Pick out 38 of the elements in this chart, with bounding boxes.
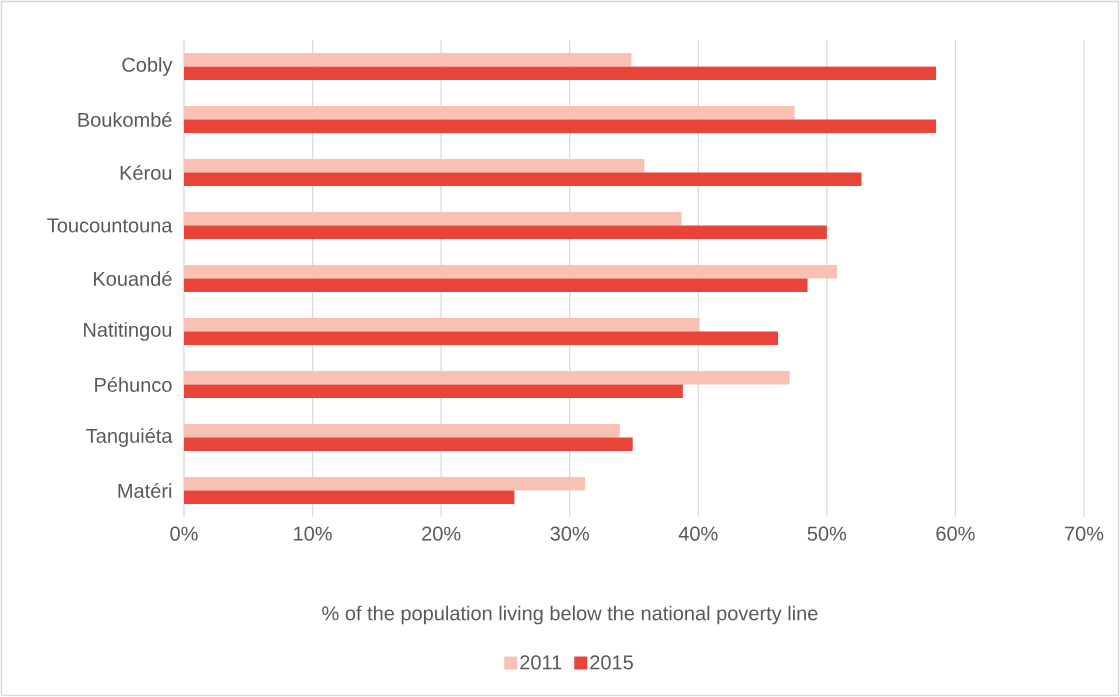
bar bbox=[184, 318, 700, 332]
bar bbox=[184, 437, 633, 452]
x-tick-label: 60% bbox=[936, 526, 975, 541]
y-tick-label: Cobly bbox=[122, 57, 173, 76]
bar bbox=[184, 172, 862, 187]
x-tick-label: 40% bbox=[678, 526, 718, 541]
y-tick-label: Toucountouna bbox=[47, 218, 173, 233]
bar bbox=[184, 53, 632, 67]
x-tick-label: 70% bbox=[1065, 526, 1104, 541]
bar bbox=[184, 225, 827, 239]
y-tick-label: Tanguiéta bbox=[86, 428, 173, 447]
bar bbox=[184, 265, 838, 279]
y-tick-label: Péhunco bbox=[95, 377, 172, 392]
x-tick-label: 20% bbox=[422, 526, 461, 541]
y-tick-label: Kouandé bbox=[94, 271, 172, 286]
bar bbox=[184, 371, 790, 385]
bar bbox=[184, 106, 795, 120]
bar bbox=[184, 119, 937, 133]
bar bbox=[184, 331, 778, 346]
bar bbox=[184, 424, 620, 438]
legend-label: 2015 bbox=[590, 655, 633, 670]
legend-label: 2011 bbox=[520, 655, 562, 670]
bar bbox=[184, 490, 515, 505]
y-tick-label: Natitingou bbox=[84, 322, 172, 341]
y-tick-label: Matéri bbox=[118, 483, 172, 498]
x-tick-label: 50% bbox=[807, 526, 847, 541]
y-tick-label: Boukombé bbox=[78, 112, 172, 127]
x-tick-label: 0% bbox=[170, 526, 198, 541]
bar bbox=[184, 212, 682, 226]
bar bbox=[184, 159, 645, 173]
x-tick-label: 30% bbox=[550, 526, 589, 541]
bar bbox=[184, 477, 586, 491]
y-tick-label: Kérou bbox=[120, 165, 172, 180]
x-axis-title: % of the population living below the national poverty line bbox=[322, 605, 818, 625]
x-tick-label: 10% bbox=[294, 526, 332, 541]
bar bbox=[184, 384, 683, 399]
bar bbox=[184, 66, 937, 81]
bar bbox=[184, 278, 808, 293]
